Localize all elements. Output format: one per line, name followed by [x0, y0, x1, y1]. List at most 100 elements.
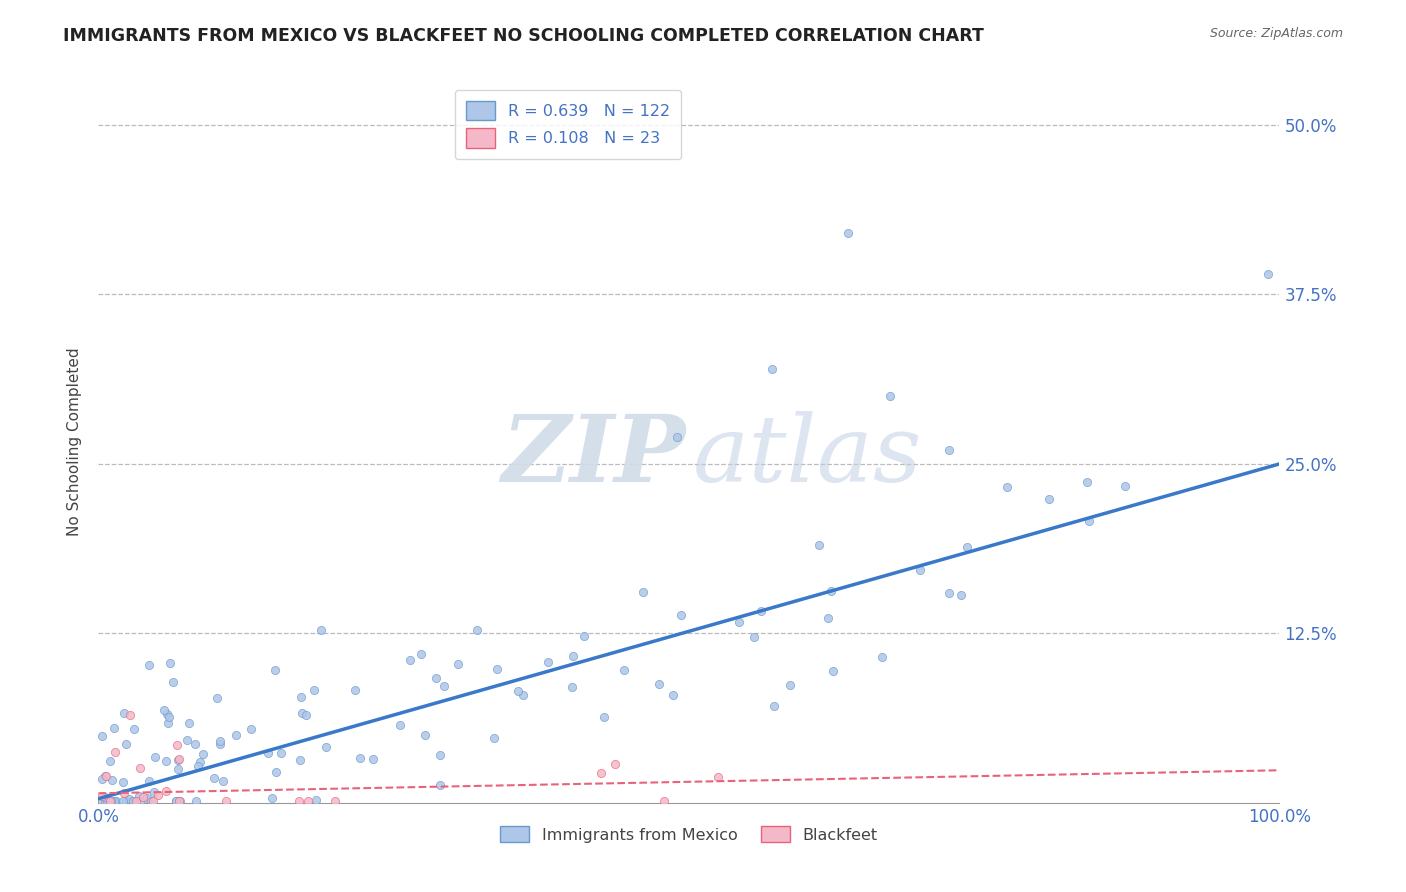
Point: [159, 656, 181, 670]
Point: [879, 389, 901, 403]
Point: [361, 752, 384, 766]
Point: [652, 794, 675, 808]
Point: [425, 671, 447, 685]
Point: [96, 794, 118, 808]
Point: [186, 794, 208, 808]
Point: [100, 772, 122, 787]
Point: [148, 788, 170, 802]
Point: [98, 755, 121, 769]
Point: [297, 794, 319, 808]
Point: [104, 745, 127, 759]
Point: [115, 737, 138, 751]
Point: [121, 794, 143, 808]
Point: [728, 615, 751, 629]
Point: [188, 755, 211, 769]
Point: [94, 769, 117, 783]
Point: [122, 722, 145, 736]
Point: [751, 604, 773, 618]
Point: [94, 769, 117, 783]
Point: [260, 790, 283, 805]
Point: [103, 794, 125, 808]
Point: [613, 663, 636, 677]
Point: [91, 789, 114, 804]
Point: [155, 755, 177, 769]
Point: [103, 721, 125, 735]
Point: [112, 706, 135, 720]
Point: [191, 747, 214, 761]
Point: [389, 717, 412, 731]
Point: [212, 773, 235, 788]
Point: [343, 682, 366, 697]
Point: [291, 706, 314, 720]
Point: [1076, 475, 1098, 490]
Point: [591, 765, 613, 780]
Point: [184, 737, 207, 751]
Point: [98, 794, 121, 808]
Point: [215, 794, 238, 808]
Point: [512, 689, 534, 703]
Point: [429, 778, 451, 792]
Point: [98, 794, 121, 808]
Point: [465, 623, 488, 637]
Point: [485, 662, 508, 676]
Point: [128, 794, 150, 808]
Point: [287, 794, 309, 808]
Point: [125, 794, 148, 808]
Point: [309, 624, 332, 638]
Point: [132, 790, 155, 805]
Point: [240, 722, 263, 736]
Point: [837, 227, 859, 241]
Point: [349, 750, 371, 764]
Point: [94, 794, 117, 808]
Point: [205, 691, 228, 706]
Point: [949, 588, 972, 602]
Point: [157, 716, 180, 731]
Point: [165, 794, 187, 808]
Text: ZIP: ZIP: [501, 411, 685, 501]
Point: [666, 430, 689, 444]
Point: [288, 753, 311, 767]
Text: IMMIGRANTS FROM MEXICO VS BLACKFEET NO SCHOOLING COMPLETED CORRELATION CHART: IMMIGRANTS FROM MEXICO VS BLACKFEET NO S…: [63, 27, 984, 45]
Point: [91, 794, 114, 808]
Point: [152, 703, 174, 717]
Point: [167, 753, 190, 767]
Point: [779, 678, 801, 692]
Point: [562, 649, 585, 664]
Point: [908, 562, 931, 576]
Point: [143, 749, 166, 764]
Point: [128, 789, 150, 803]
Point: [176, 733, 198, 747]
Point: [270, 746, 292, 760]
Point: [155, 707, 177, 722]
Point: [305, 793, 328, 807]
Point: [820, 584, 842, 599]
Point: [142, 794, 165, 808]
Point: [506, 684, 529, 698]
Point: [413, 728, 436, 742]
Point: [177, 716, 200, 731]
Text: Source: ZipAtlas.com: Source: ZipAtlas.com: [1209, 27, 1343, 40]
Point: [91, 772, 114, 787]
Point: [209, 734, 232, 748]
Point: [295, 707, 318, 722]
Point: [187, 759, 209, 773]
Point: [225, 728, 247, 742]
Point: [605, 757, 627, 772]
Point: [142, 785, 165, 799]
Point: [155, 783, 177, 797]
Point: [315, 739, 337, 754]
Point: [118, 792, 141, 806]
Point: [807, 538, 830, 552]
Point: [202, 772, 225, 786]
Point: [112, 786, 135, 800]
Point: [409, 647, 432, 661]
Point: [94, 789, 117, 804]
Y-axis label: No Schooling Completed: No Schooling Completed: [67, 347, 83, 536]
Point: [112, 794, 135, 808]
Point: [631, 585, 654, 599]
Point: [166, 762, 188, 776]
Point: [100, 794, 122, 808]
Point: [1077, 514, 1099, 528]
Point: [744, 630, 766, 644]
Point: [870, 650, 893, 665]
